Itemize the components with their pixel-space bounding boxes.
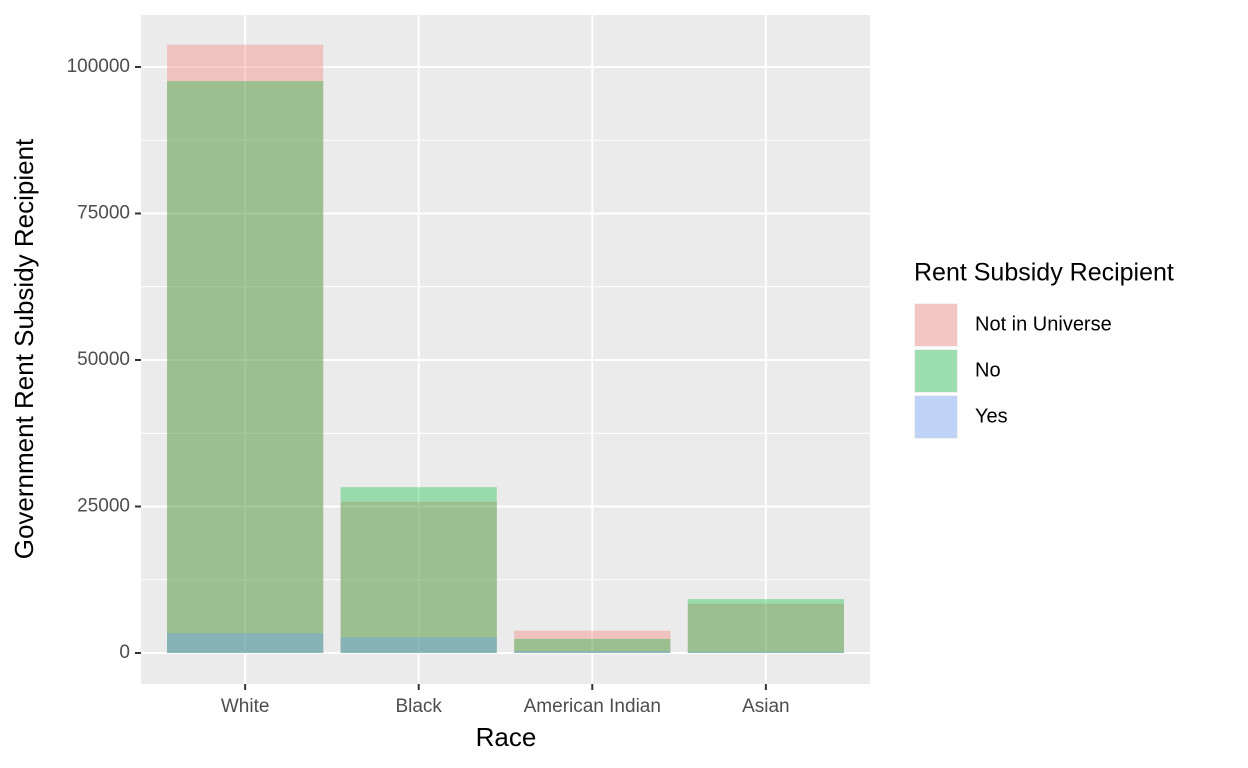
x-axis-title: Race	[476, 722, 537, 752]
legend-title: Rent Subsidy Recipient	[914, 259, 1174, 287]
x-tick-label: American Indian	[524, 696, 661, 717]
bar	[687, 651, 844, 653]
legend-label: Yes	[975, 405, 1008, 427]
legend-key	[915, 304, 957, 346]
bar	[340, 501, 497, 653]
bar	[167, 633, 324, 653]
bar	[514, 630, 671, 653]
bar	[167, 81, 324, 653]
bar	[340, 487, 497, 653]
bar	[167, 44, 324, 653]
legend-key-bg	[914, 395, 958, 439]
y-tick-label: 0	[119, 642, 130, 663]
y-tick-label: 25000	[77, 496, 130, 517]
y-tick-label: 100000	[67, 56, 130, 77]
legend-key-bg	[914, 349, 958, 393]
y-tick-label: 75000	[77, 203, 130, 224]
y-tick-label: 50000	[77, 349, 130, 370]
bar	[687, 599, 844, 653]
x-tick-label: White	[221, 696, 270, 717]
bar	[687, 603, 844, 653]
legend-key	[915, 396, 957, 438]
legend-key-bg	[914, 303, 958, 347]
bar	[514, 638, 671, 653]
legend-key	[915, 350, 957, 392]
x-tick-label: Black	[395, 696, 442, 717]
bar	[514, 651, 671, 653]
legend-label: No	[975, 359, 1001, 381]
x-tick-label: Asian	[742, 696, 790, 717]
bar	[340, 637, 497, 653]
y-axis-title: Government Rent Subsidy Recipient	[9, 138, 39, 559]
panel	[141, 15, 870, 684]
legend-label: Not in Universe	[975, 313, 1112, 335]
